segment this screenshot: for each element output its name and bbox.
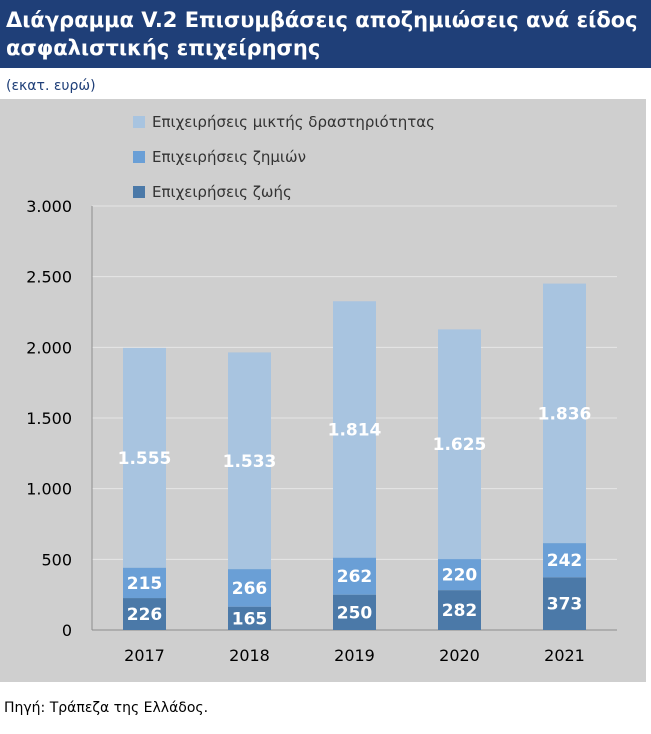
x-tick-label: 2018 [229, 646, 270, 665]
y-tick-label: 1.000 [26, 480, 72, 499]
source-note: Πηγή: Τράπεζα της Ελλάδος. [4, 700, 209, 716]
bar-segment [123, 347, 166, 568]
bar-segment [123, 567, 166, 599]
data-label: 226 [127, 605, 163, 625]
chart-panel: Επιχειρήσεις μικτής δραστηριότητας Επιχει… [0, 99, 646, 682]
bar-segment [438, 590, 481, 630]
x-tick-label: 2019 [334, 646, 375, 665]
data-label: 220 [442, 566, 478, 586]
y-tick-label: 500 [41, 550, 72, 569]
legend-swatch [133, 186, 145, 198]
bar-segment [543, 577, 586, 630]
data-label: 250 [337, 603, 373, 623]
unit-label: (εκατ. ευρώ) [6, 78, 96, 94]
x-tick-label: 2017 [124, 646, 165, 665]
legend-swatch [133, 151, 145, 163]
data-label: 215 [127, 574, 163, 594]
bar-segment [228, 352, 271, 570]
legend-label: Επιχειρήσεις ζημιών [152, 148, 306, 166]
chart-title-line-1: Διάγραμμα V.2 Επισυμβάσεις αποζημιώσεις … [6, 8, 638, 32]
x-tick-label: 2021 [544, 646, 585, 665]
chart-title-bar: Διάγραμμα V.2 Επισυμβάσεις αποζημιώσεις … [0, 0, 651, 68]
bar-segment [543, 543, 586, 578]
bar-segment [333, 594, 376, 630]
bar-segment [333, 557, 376, 595]
bar-segment [123, 598, 166, 630]
bar-segment [228, 606, 271, 630]
x-tick-label: 2020 [439, 646, 480, 665]
legend-label: Επιχειρήσεις ζωής [152, 183, 292, 201]
data-label: 242 [547, 551, 583, 571]
bar-segment [438, 329, 481, 560]
y-tick-label: 0 [62, 621, 72, 640]
data-label: 262 [337, 567, 373, 587]
y-tick-label: 2.000 [26, 338, 72, 357]
bar-segment [543, 283, 586, 544]
data-label: 165 [232, 609, 268, 629]
y-tick-label: 2.500 [26, 268, 72, 287]
stacked-bar-chart: Επιχειρήσεις μικτής δραστηριότητας Επιχει… [26, 113, 617, 665]
data-label: 266 [232, 579, 268, 599]
data-label: 373 [547, 595, 583, 615]
y-tick-label: 1.500 [26, 409, 72, 428]
data-label: 1.814 [328, 420, 382, 440]
legend-label: Επιχειρήσεις μικτής δραστηριότητας [152, 113, 435, 131]
chart-title-line-2: ασφαλιστικής επιχείρησης [6, 36, 321, 60]
legend-swatch [133, 116, 145, 128]
data-label: 1.836 [538, 404, 592, 424]
y-tick-label: 3.000 [26, 197, 72, 216]
data-label: 1.555 [118, 449, 172, 469]
bar-segment [333, 301, 376, 558]
data-label: 1.625 [433, 435, 487, 455]
bar-segment [228, 569, 271, 607]
data-label: 282 [442, 601, 478, 621]
data-label: 1.533 [223, 452, 277, 472]
bar-segment [438, 559, 481, 591]
